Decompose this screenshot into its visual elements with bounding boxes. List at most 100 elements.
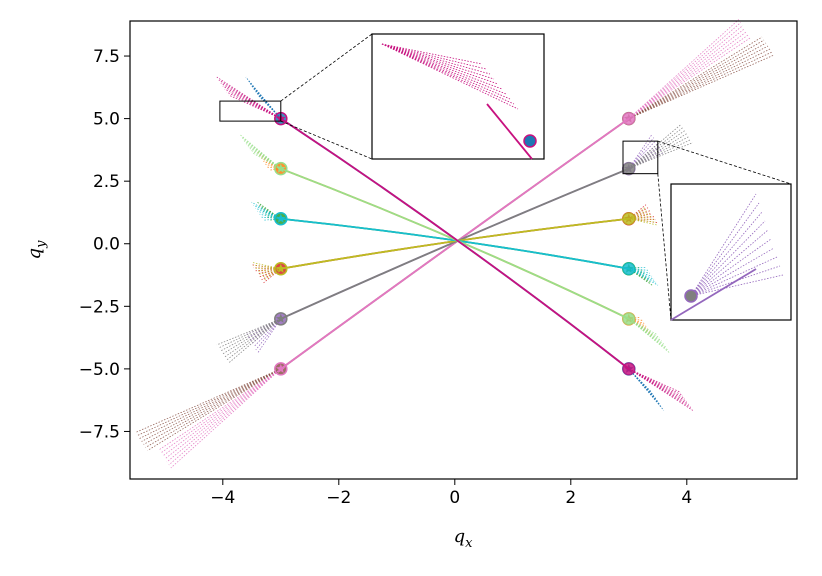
- y-tick-label: 2.5: [93, 172, 120, 192]
- spray-line: [220, 82, 282, 119]
- x-tick-label: 4: [681, 488, 692, 508]
- spray-line: [628, 127, 684, 169]
- inset-frame: [371, 33, 545, 160]
- spray-line: [628, 268, 657, 283]
- spray-line: [239, 134, 282, 169]
- spray-line: [141, 368, 281, 442]
- spray-line: [628, 42, 767, 119]
- inset-spray: [381, 43, 503, 90]
- spray-line: [251, 152, 281, 170]
- spray-line: [628, 34, 750, 119]
- end-marker-star: [276, 263, 286, 273]
- inset-spray: [690, 265, 781, 297]
- spray-line: [628, 368, 665, 411]
- spray-line: [147, 368, 282, 451]
- inset-spray: [690, 256, 778, 297]
- spray-line: [218, 79, 282, 119]
- inset-spray: [690, 211, 763, 297]
- end-marker-ring: [274, 211, 288, 226]
- end-marker-ring: [274, 262, 288, 276]
- spray-line: [628, 37, 752, 119]
- spray-line: [216, 76, 282, 119]
- spray-line: [628, 368, 687, 402]
- spray-line: [249, 82, 282, 119]
- spray-line: [251, 261, 281, 270]
- zoom-connector: [280, 33, 373, 102]
- spray-line: [251, 201, 281, 220]
- inset-spray: [690, 247, 775, 297]
- end-marker-star: [276, 163, 286, 173]
- spray-line: [139, 368, 281, 439]
- y-tick-label: 0.0: [93, 235, 120, 255]
- spray-line: [143, 368, 281, 445]
- start-marker: [622, 362, 636, 376]
- spray-line: [628, 124, 682, 169]
- zoom-connector: [657, 140, 792, 185]
- spray-line: [628, 39, 765, 119]
- spray-line: [263, 268, 282, 281]
- spray-line: [166, 368, 282, 463]
- spray-line: [218, 318, 281, 349]
- spray-line: [628, 19, 740, 119]
- spray-line: [628, 318, 645, 324]
- spray-line: [253, 204, 281, 220]
- x-tick-label: 0: [449, 488, 460, 508]
- x-axis-label: qx: [454, 526, 474, 551]
- inset-spray: [381, 43, 515, 105]
- inset-spray: [381, 43, 483, 65]
- inset-spray: [381, 43, 511, 100]
- spray-line: [168, 368, 282, 466]
- spray-line: [162, 368, 282, 457]
- inset-layer: [219, 33, 792, 321]
- y-tick-label: −5.0: [79, 360, 120, 380]
- x-tick-label: 2: [565, 488, 576, 508]
- spray-line: [160, 368, 282, 454]
- spray-line: [628, 22, 742, 119]
- spray-line: [241, 137, 282, 169]
- spray-line: [137, 368, 281, 436]
- spray-line: [628, 36, 763, 119]
- zoom-region: [219, 100, 282, 122]
- inset-spray: [690, 193, 757, 297]
- spray-line: [628, 31, 748, 119]
- start-marker: [622, 312, 636, 326]
- end-marker-star: [276, 363, 286, 373]
- tick-layer: −4 −2 0 2 4 −7.5 −5.0 −2.5 0.0 2.5 5.0 7.5: [79, 47, 692, 508]
- spray-line: [216, 318, 281, 346]
- y-tick-label: 5.0: [93, 110, 120, 130]
- spray-line: [628, 130, 686, 169]
- spray-line: [628, 51, 773, 119]
- start-marker: [622, 212, 636, 226]
- inset-line: [486, 103, 533, 160]
- start-marker: [622, 112, 636, 126]
- spray-line: [628, 25, 744, 119]
- end-marker-ring: [274, 362, 288, 376]
- spray-line: [628, 45, 769, 119]
- spray-line: [628, 48, 771, 119]
- zoom-region: [622, 140, 659, 175]
- spray-line: [628, 368, 694, 411]
- y-tick-label: −2.5: [79, 297, 120, 317]
- spray-line: [628, 368, 690, 405]
- spray-line: [222, 318, 282, 355]
- inset-spray: [381, 43, 491, 75]
- inset-spray: [381, 43, 499, 85]
- inset-marker: [523, 134, 537, 148]
- spray-line: [228, 318, 282, 364]
- start-marker: [622, 162, 636, 176]
- spray-line: [170, 368, 282, 469]
- spray-line: [222, 85, 281, 119]
- spray-line: [224, 318, 282, 358]
- spray-line: [228, 94, 281, 119]
- spray-line: [628, 54, 775, 119]
- spray-line: [628, 368, 692, 408]
- y-tick-label: −7.5: [79, 422, 120, 442]
- spray-line: [628, 28, 746, 119]
- zoom-connector: [657, 173, 672, 321]
- zoom-connector: [280, 120, 373, 160]
- spray-line: [628, 316, 641, 320]
- y-tick-label: 7.5: [93, 47, 120, 67]
- spray-line: [265, 163, 281, 170]
- spray-line: [628, 142, 693, 170]
